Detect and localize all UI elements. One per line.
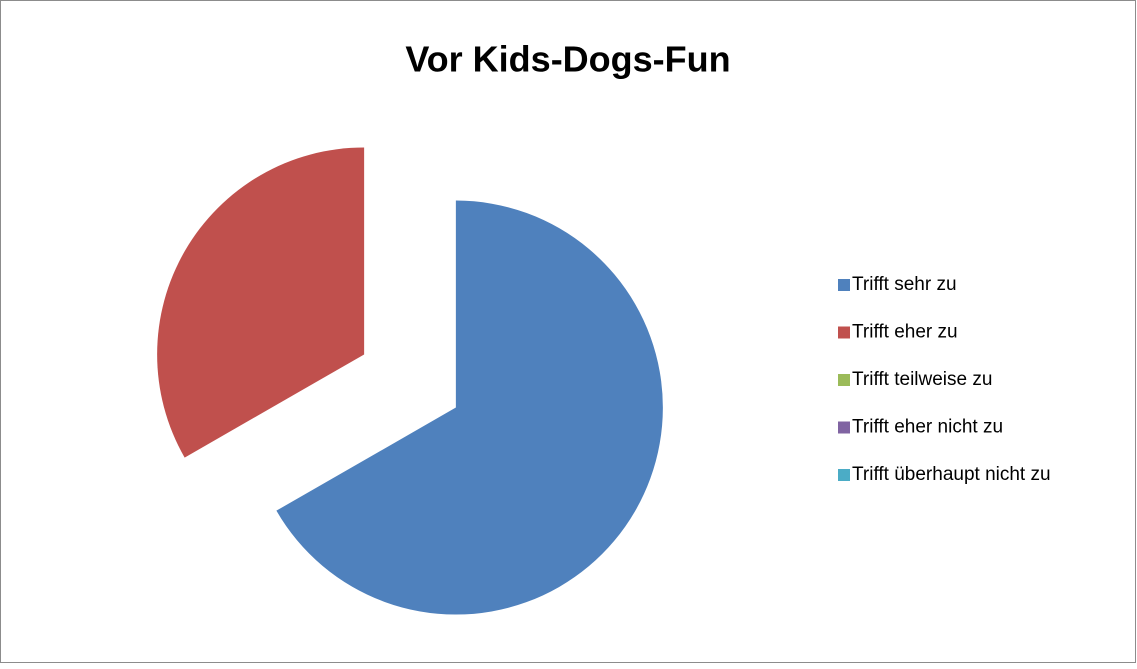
pie-slice <box>276 200 663 615</box>
legend-label: Trifft überhaupt nicht zu <box>852 464 1051 485</box>
legend-label: Trifft teilweise zu <box>852 369 992 390</box>
legend-swatch <box>838 421 850 434</box>
legend-swatch <box>838 326 850 339</box>
legend-label: Trifft eher nicht zu <box>852 417 1003 438</box>
chart-title: Vor Kids-Dogs-Fun <box>405 39 730 80</box>
legend-swatch <box>838 469 850 481</box>
pie-slice <box>157 147 365 458</box>
legend-label: Trifft sehr zu <box>852 274 957 295</box>
legend-swatch <box>838 374 850 386</box>
legend-swatch <box>838 279 850 291</box>
legend-label: Trifft eher zu <box>852 322 958 343</box>
